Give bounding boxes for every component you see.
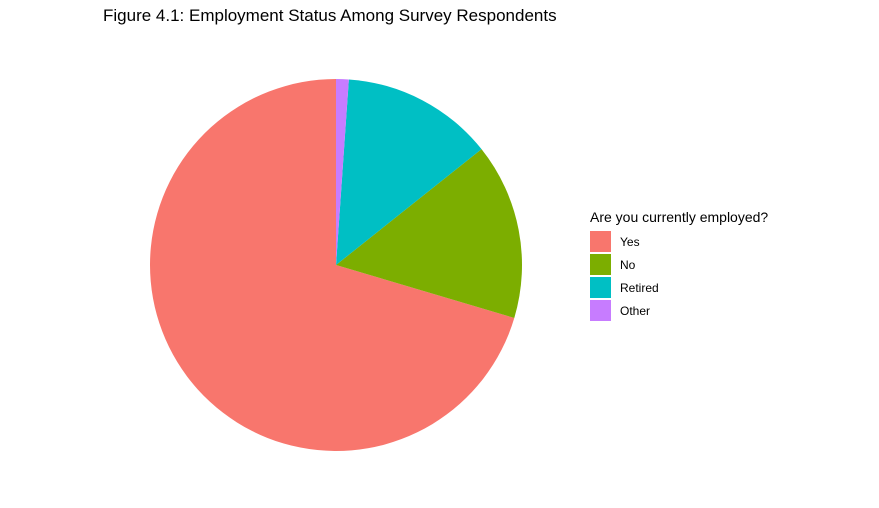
pie-slice-retired [336,79,482,265]
legend-label-yes: Yes [620,234,640,249]
chart-title: Figure 4.1: Employment Status Among Surv… [103,6,557,25]
legend-swatch-yes [590,231,611,252]
legend-item-other: Other [590,299,768,322]
legend-swatch-retired [590,277,611,298]
legend-item-retired: Retired [590,276,768,299]
legend-title: Are you currently employed? [590,209,769,225]
pie-slice-no [336,149,523,319]
legend-label-other: Other [620,303,651,318]
legend-label-no: No [620,257,636,272]
legend-label-retired: Retired [620,280,659,295]
legend-swatch-other [590,300,611,321]
legend-item-yes: Yes [590,230,768,253]
pie-slice-other [336,78,349,265]
legend: Are you currently employed? Yes No Retir… [590,208,768,322]
legend-item-no: No [590,253,768,276]
legend-swatch-no [590,254,611,275]
pie-slice-yes [150,79,515,451]
